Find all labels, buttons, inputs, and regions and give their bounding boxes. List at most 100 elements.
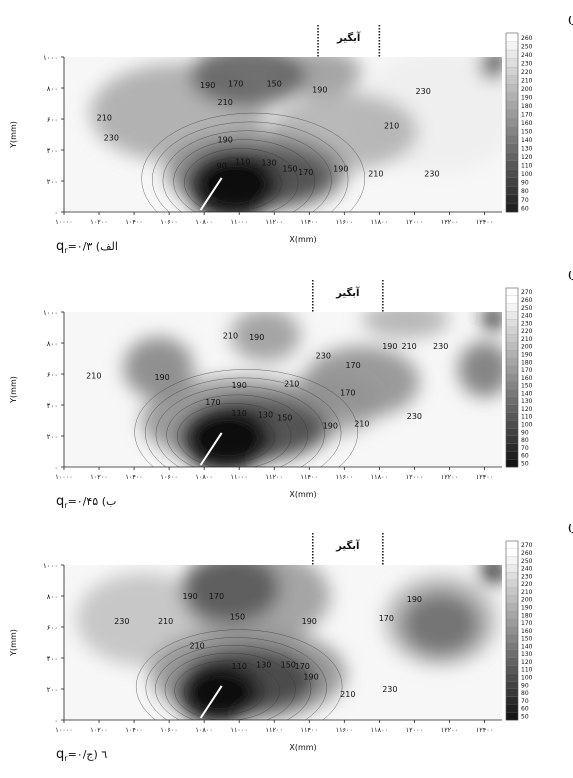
contour-line: [152, 121, 349, 212]
y-tick-label: ۱۰۰۰: [43, 309, 58, 317]
colorbar-swatch: [505, 540, 519, 550]
colorbar-swatch: [505, 396, 519, 406]
contour-line: [155, 386, 325, 467]
contour-line: [194, 157, 282, 211]
panel-caption: qr=۰/٦ (ج: [56, 747, 107, 763]
colorbar-tick-label: 270: [521, 289, 533, 296]
colorbar-tick-label: 110: [521, 667, 533, 674]
x-tick-label: ۱۱۶۰۰: [336, 218, 353, 226]
contour-line: [166, 394, 309, 467]
colorbar-tick-label: 200: [521, 597, 533, 604]
contour-label: 230: [382, 685, 397, 694]
colorbar-frame: [505, 32, 519, 213]
x-tick-label: ۱۲۲۰۰: [441, 726, 458, 734]
contour-label: 230: [416, 87, 431, 96]
colorbar-swatch: [505, 443, 519, 452]
contour-label: 190: [200, 81, 215, 90]
contour-label: 210: [86, 372, 101, 381]
colorbar-tick-label: 90: [521, 682, 529, 689]
x-tick-label: ۱۱۸۰۰: [371, 218, 388, 226]
colorbar-tick-label: 160: [521, 120, 533, 127]
y-tick-label: ۰: [54, 209, 58, 217]
colorbar-tick-label: 100: [521, 171, 533, 178]
colorbar-tick-label: 200: [521, 86, 533, 93]
contour-label: 190: [183, 592, 198, 601]
colorbar-frame: [505, 287, 519, 468]
contour-label: 190: [218, 135, 233, 144]
contour-line: [183, 668, 265, 715]
colorbar-swatch: [505, 665, 519, 674]
colorbar-tick-label: 210: [521, 589, 533, 596]
x-tick-label: ۱۲۲۰۰: [441, 218, 458, 226]
x-tick-label: ۱۱۰۰۰: [230, 726, 247, 734]
contour-label: 110: [232, 409, 247, 418]
contour-label: 90: [210, 676, 220, 685]
colorbar-swatch: [505, 365, 519, 375]
y-axis-label: Y(mm): [9, 376, 18, 404]
colorbar-tick-label: 130: [521, 651, 533, 658]
colorbar-swatch: [505, 194, 519, 204]
colorbar-tick-label: 70: [521, 197, 529, 204]
x-axis-label: X(mm): [289, 235, 316, 244]
colorbar-swatch: [505, 572, 519, 581]
x-tick-label: ۱۰۴۰۰: [125, 218, 142, 226]
colorbar-tick-label: 130: [521, 146, 533, 153]
contour-line: [184, 148, 299, 212]
contour-label: 190: [154, 373, 169, 382]
contour-label: 190: [232, 381, 247, 390]
colorbar-swatch: [505, 350, 519, 359]
x-tick-label: ۱۰۸۰۰: [195, 218, 212, 226]
colorbar-tick-label: 160: [521, 628, 533, 635]
colorbar-tick-label: 240: [521, 566, 533, 573]
basin-label: آبگیر: [335, 286, 360, 299]
intake-wall: [199, 177, 223, 211]
colorbar-swatch: [505, 435, 519, 445]
colorbar-swatch: [505, 556, 519, 565]
colorbar-tick-label: 180: [521, 103, 533, 110]
colorbar-swatch: [505, 712, 519, 721]
x-tick-label: ۱۲۲۰۰: [441, 473, 458, 481]
y-tick-label: ۶۰۰: [47, 116, 58, 124]
contour-line: [145, 377, 342, 467]
colorbar-swatch: [505, 152, 519, 162]
contour-region: [176, 662, 261, 720]
x-tick-label: ۱۰۲۰۰: [90, 473, 107, 481]
colorbar-swatch: [505, 642, 519, 651]
contour-label: 230: [114, 617, 129, 626]
contour-line: [193, 676, 249, 710]
contour-label: 170: [228, 79, 243, 88]
y-tick-label: ۶۰۰: [47, 371, 58, 379]
x-tick-label: ۱۲۰۰۰: [406, 473, 423, 481]
colorbar-tick-label: 110: [521, 414, 533, 421]
colorbar-tick-label: 190: [521, 94, 533, 101]
contour-line: [141, 112, 366, 212]
contour-field: [64, 57, 502, 212]
contour-region: [230, 312, 301, 362]
contour-label: 190: [323, 421, 338, 430]
colorbar-tick-label: 250: [521, 43, 533, 50]
x-tick-label: ۱۲۴۰۰: [476, 218, 493, 226]
colorbar-tick-label: 170: [521, 367, 533, 374]
colorbar-swatch: [505, 603, 519, 612]
colorbar-tick-label: 240: [521, 52, 533, 59]
colorbar-tick-label: 240: [521, 313, 533, 320]
colorbar-swatch: [505, 177, 519, 187]
colorbar-tick-label: 150: [521, 636, 533, 643]
colorbar-swatch: [505, 427, 519, 437]
colorbar-tick-label: 250: [521, 558, 533, 565]
colorbar-title: ارتفاع رسوبات (میلی‌متر): [568, 16, 573, 26]
contour-label: 190: [382, 342, 397, 351]
contour-line: [155, 645, 312, 720]
contour-line: [187, 411, 275, 463]
colorbar-swatch: [505, 303, 519, 312]
caption-sub: r: [64, 246, 68, 255]
contour-line: [134, 369, 359, 467]
y-axis-label: Y(mm): [9, 121, 18, 149]
y-tick-label: ۲۰۰: [47, 433, 58, 441]
colorbar-tick-label: 150: [521, 383, 533, 390]
colorbar-swatch: [505, 118, 519, 128]
panel-caption: qr=۰/۴۵ (ب: [56, 494, 116, 510]
colorbar-swatch: [505, 41, 519, 51]
x-tick-label: ۱۲۴۰۰: [476, 473, 493, 481]
colorbar-swatch: [505, 381, 519, 390]
